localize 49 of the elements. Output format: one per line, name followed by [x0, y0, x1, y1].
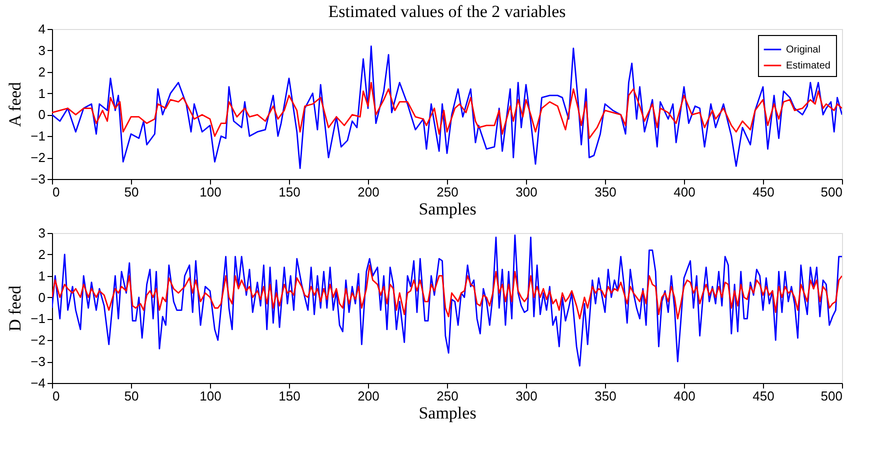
x-tick-label: 350	[594, 388, 616, 404]
x-tick-label: 50	[124, 184, 139, 200]
line-series	[52, 264, 842, 320]
y-tick-label: 2	[38, 246, 46, 262]
y-tick-label: −2	[30, 332, 46, 348]
x-axis-title: Samples	[418, 404, 476, 422]
x-tick-label: 200	[358, 184, 380, 200]
y-tick-label: 1	[38, 86, 46, 101]
y-axis-title: A feed	[6, 82, 25, 127]
x-tick-label: 450	[752, 388, 774, 404]
chart-title: Estimated values of the 2 variables	[328, 2, 566, 21]
legend-label: Original	[786, 44, 820, 56]
x-tick-label: 450	[752, 184, 774, 200]
x-tick-label: 0	[52, 184, 60, 200]
y-tick-label: 0	[38, 107, 46, 122]
x-tick-label: 50	[124, 388, 139, 404]
x-tick-label: 300	[516, 388, 538, 404]
y-tick-label: −1	[30, 128, 46, 144]
x-tick-label: 500	[820, 184, 842, 200]
x-tick-label: 200	[358, 388, 380, 404]
y-axis-title: D feed	[6, 285, 25, 332]
x-tick-label: 250	[436, 388, 458, 404]
x-tick-label: 0	[52, 388, 60, 404]
y-tick-label: −4	[30, 376, 46, 390]
y-tick-label: 3	[38, 42, 46, 58]
x-tick-label: 250	[436, 184, 458, 200]
y-tick-label: −3	[30, 172, 46, 186]
x-tick-label: 150	[278, 184, 300, 200]
x-tick-label: 300	[516, 184, 538, 200]
x-tick-label: 400	[674, 388, 696, 404]
y-tick-label: −2	[30, 150, 46, 166]
x-tick-label: 100	[200, 184, 222, 200]
y-tick-label: 0	[38, 290, 46, 305]
y-tick-label: 3	[38, 226, 46, 240]
x-tick-label: 500	[820, 388, 842, 404]
y-tick-label: 4	[38, 22, 46, 36]
y-tick-label: 2	[38, 64, 46, 80]
legend-label: Estimated	[786, 60, 830, 72]
line-series	[52, 82, 842, 139]
x-tick-label: 150	[278, 388, 300, 404]
y-tick-label: −3	[30, 354, 46, 370]
x-tick-label: 100	[200, 388, 222, 404]
x-tick-label: 350	[594, 184, 616, 200]
line-series	[52, 45, 842, 169]
y-tick-label: 1	[38, 268, 46, 284]
x-axis-title: Samples	[418, 200, 476, 218]
y-tick-label: −1	[30, 311, 46, 326]
line-series	[52, 234, 842, 367]
x-tick-label: 400	[674, 184, 696, 200]
